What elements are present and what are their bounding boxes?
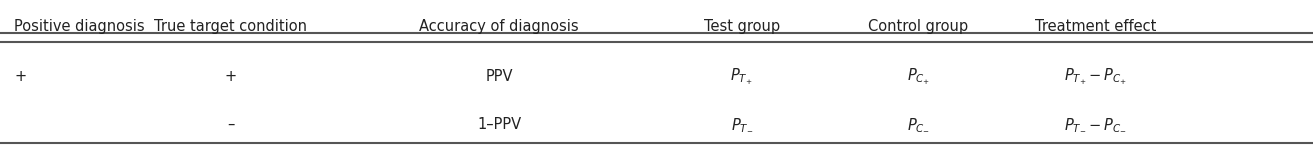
Text: $P_{T_{-}}$: $P_{T_{-}}$ (730, 116, 752, 133)
Text: $P_{T_{+}}-P_{C_{+}}$: $P_{T_{+}}-P_{C_{+}}$ (1064, 66, 1127, 87)
Text: –: – (227, 117, 234, 132)
Text: $P_{T_{-}}-P_{C_{-}}$: $P_{T_{-}}-P_{C_{-}}$ (1064, 116, 1127, 133)
Text: +: + (14, 69, 26, 84)
Text: True target condition: True target condition (154, 19, 307, 34)
Text: $P_{C_{+}}$: $P_{C_{+}}$ (907, 66, 930, 87)
Text: $P_{T_{+}}$: $P_{T_{+}}$ (730, 66, 752, 87)
Text: Control group: Control group (868, 19, 969, 34)
Text: $P_{C_{-}}$: $P_{C_{-}}$ (907, 116, 930, 133)
Text: Test group: Test group (704, 19, 780, 34)
Text: Positive diagnosis: Positive diagnosis (14, 19, 146, 34)
Text: Treatment effect: Treatment effect (1035, 19, 1157, 34)
Text: Accuracy of diagnosis: Accuracy of diagnosis (419, 19, 579, 34)
Text: PPV: PPV (486, 69, 513, 84)
Text: +: + (225, 69, 236, 84)
Text: 1–PPV: 1–PPV (477, 117, 521, 132)
